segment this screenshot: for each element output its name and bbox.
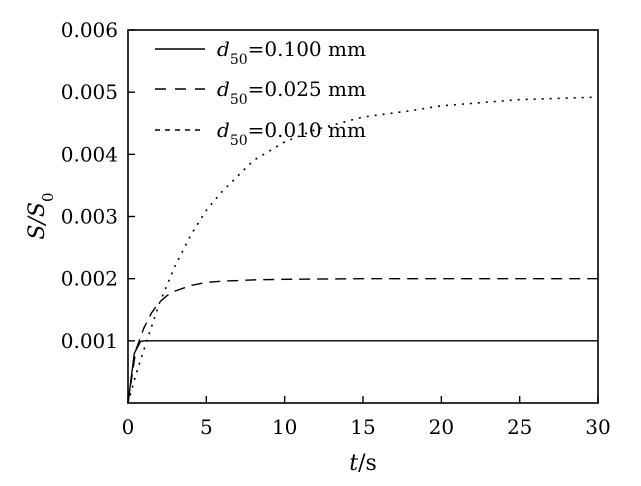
series-line-0 [127,340,598,404]
ticks-layer: 0 5 10 15 20 25 30 0.001 0.002 0.003 0.004 0.005 0.0… [61,18,611,439]
y-tick-label-0: 0.001 [61,329,118,353]
y-tick-label-1: 0.002 [61,267,118,291]
x-tick-label-1: 5 [200,415,213,439]
legend-label-1: d50=0.025 mm [217,77,366,108]
series-line-1 [127,278,598,404]
y-tick-label-3: 0.004 [61,142,118,166]
series-line-2 [127,96,599,404]
series-layer [127,96,599,404]
legend-label-2: d50=0.010 mm [217,118,366,149]
legend-label-0: d50=0.100 mm [217,37,366,68]
y-axis-label: S/S0 [25,192,57,239]
y-tick-label-5: 0.006 [61,18,118,42]
x-tick-label-0: 0 [122,415,135,439]
x-tick-label-2: 10 [272,415,297,439]
x-tick-label-5: 25 [507,415,532,439]
x-tick-label-6: 30 [585,415,610,439]
x-axis-label: t/s [349,451,377,476]
x-tick-label-3: 15 [350,415,375,439]
y-tick-label-4: 0.005 [61,80,118,104]
x-tick-label-4: 20 [429,415,454,439]
y-tick-label-2: 0.003 [61,205,118,229]
plot-frame [127,29,599,404]
legend: d50=0.100 mm d50=0.025 mm d50=0.010 mm [155,37,366,149]
